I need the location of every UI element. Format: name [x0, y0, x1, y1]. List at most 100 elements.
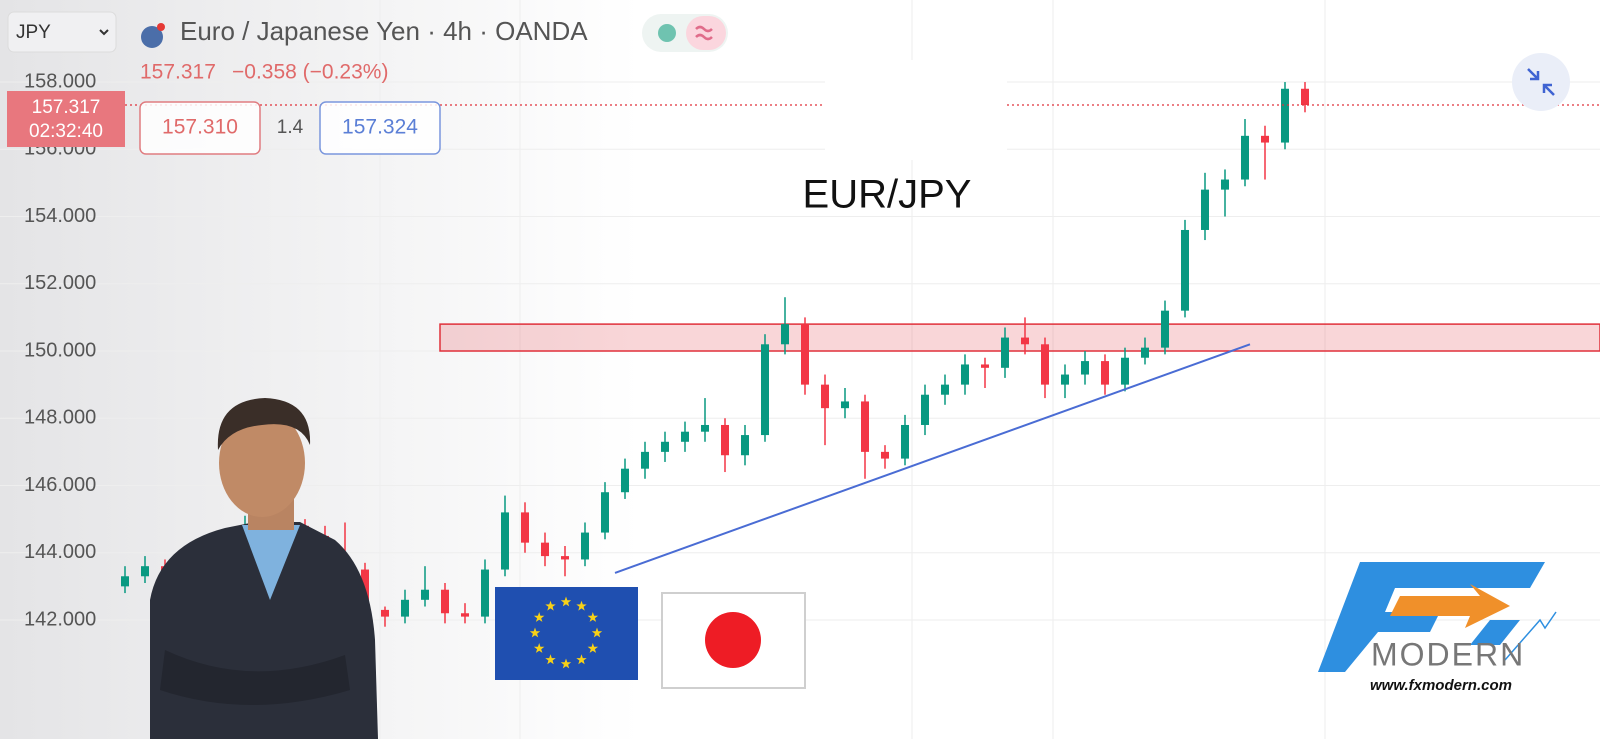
symbol-select-label[interactable]: JPY — [16, 22, 51, 43]
y-tick-label: 150.000 — [24, 339, 96, 361]
candle-body — [1181, 229, 1189, 311]
candle-body — [901, 424, 909, 459]
flag-icon — [141, 26, 163, 48]
spread: 1.4 — [277, 117, 304, 138]
candle-body — [521, 512, 529, 543]
market-open-dot — [658, 24, 676, 42]
candle-body — [1241, 135, 1249, 180]
delay-badge — [686, 16, 726, 50]
trendline — [614, 343, 1251, 574]
eu-star — [533, 643, 545, 653]
eu-flag — [495, 587, 638, 680]
candle-body — [1161, 310, 1169, 348]
candle-body — [621, 468, 629, 493]
candle-body — [541, 542, 549, 557]
overlay-title: EUR/JPY — [803, 173, 972, 217]
ask-price[interactable]: 157.324 — [342, 116, 418, 139]
candle-body — [701, 424, 709, 432]
y-tick-label: 158.000 — [24, 70, 96, 92]
eu-star — [529, 627, 541, 638]
fx-logo — [1318, 562, 1557, 672]
instrument-title: Euro / Japanese Yen · 4h · OANDA — [180, 16, 588, 46]
eu-star — [587, 612, 599, 622]
candle-body — [961, 364, 969, 385]
y-tick-label: 146.000 — [24, 474, 96, 496]
candle-body — [1221, 179, 1229, 190]
candle-body — [941, 384, 949, 395]
y-tick-label: 154.000 — [24, 205, 96, 227]
ticks-layer: 142.000 144.000 146.000 148.000 150.000 152.0… — [24, 70, 96, 630]
candle-body — [501, 512, 509, 570]
eu-star — [591, 627, 603, 638]
ask-button[interactable] — [319, 101, 441, 155]
y-tick-label: 142.000 — [24, 608, 96, 630]
candle-body — [921, 394, 929, 425]
collapse-button[interactable] — [1512, 53, 1570, 111]
candle-body — [441, 589, 449, 614]
collapse-icon — [1527, 68, 1555, 96]
title-backdrop — [825, 60, 1007, 160]
candle-body — [561, 556, 569, 560]
candle-body — [741, 435, 749, 456]
logo-url: www.fxmodern.com — [1370, 677, 1512, 694]
candle-body — [1081, 361, 1089, 375]
candle-body — [581, 532, 589, 560]
candle-body — [721, 424, 729, 456]
candle-body — [1261, 135, 1269, 143]
price-change: −0.358 (−0.23%) — [232, 61, 388, 84]
candle-body — [781, 324, 789, 345]
candle-body — [601, 492, 609, 533]
eu-star — [560, 658, 572, 669]
candle-body — [681, 431, 689, 442]
candle-body — [1101, 361, 1109, 385]
eu-star — [545, 654, 556, 665]
candle-body — [421, 589, 429, 600]
candle-body — [1301, 88, 1309, 105]
candle-body — [881, 451, 889, 459]
candle-body — [861, 401, 869, 452]
y-tick-label: 144.000 — [24, 541, 96, 563]
price-tag — [7, 91, 125, 147]
candle-body — [1041, 344, 1049, 385]
price-tag-countdown: 02:32:40 — [29, 121, 103, 142]
eu-star — [576, 654, 587, 665]
candle-body — [1021, 337, 1029, 345]
bid-price[interactable]: 157.310 — [162, 116, 238, 139]
symbol-select[interactable] — [7, 11, 117, 53]
candle-body — [801, 324, 809, 385]
candle-body — [1141, 347, 1149, 358]
dropdown-caret — [99, 29, 109, 36]
candle-body — [841, 401, 849, 409]
japan-flag — [661, 592, 806, 689]
bid-button[interactable] — [139, 101, 261, 155]
candle-body — [981, 364, 989, 368]
candle-body — [1201, 189, 1209, 230]
person-photo — [150, 398, 378, 739]
zone-layer — [439, 323, 1600, 352]
candle-body — [821, 384, 829, 409]
candle-body — [401, 599, 409, 617]
y-tick-label: 148.000 — [24, 407, 96, 429]
candle-body — [661, 441, 669, 452]
eu-star — [587, 643, 599, 653]
flag-icon-dot — [157, 23, 165, 31]
delay-icon — [695, 25, 713, 41]
candle-body — [461, 613, 469, 617]
last-price: 157.317 — [140, 61, 216, 84]
candle-body — [761, 344, 769, 436]
eu-star — [560, 596, 572, 607]
candle-body — [381, 609, 389, 617]
price-tag-price: 157.317 — [32, 97, 101, 118]
candle-body — [1281, 88, 1289, 143]
candle-body — [1001, 337, 1009, 368]
y-tick-label: 152.000 — [24, 272, 96, 294]
candle-body — [1121, 357, 1129, 385]
logo-name: MODERN — [1371, 636, 1525, 672]
resistance-zone — [439, 323, 1600, 352]
candle-body — [121, 576, 129, 587]
candle-body — [141, 566, 149, 577]
eu-star — [533, 612, 545, 622]
eu-star — [576, 600, 587, 611]
candle-body — [481, 569, 489, 617]
